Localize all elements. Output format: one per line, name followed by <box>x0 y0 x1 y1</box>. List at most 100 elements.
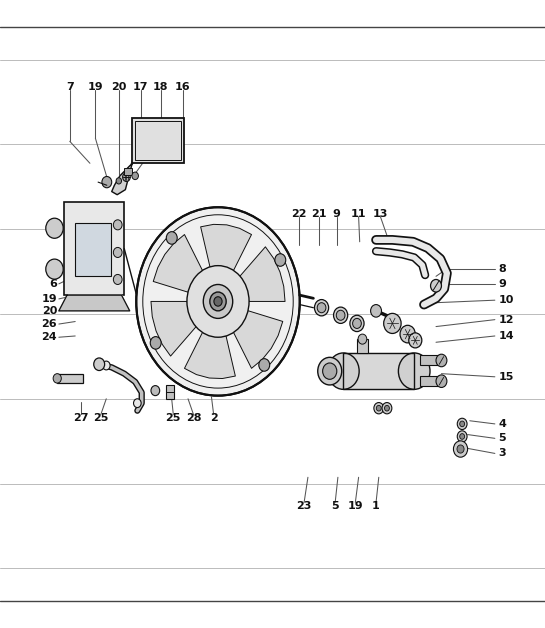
Circle shape <box>457 431 467 442</box>
Polygon shape <box>59 295 130 311</box>
Text: 14: 14 <box>499 331 514 341</box>
Circle shape <box>259 359 270 371</box>
Circle shape <box>358 334 367 344</box>
Bar <box>166 385 174 399</box>
Circle shape <box>323 363 337 379</box>
Text: 28: 28 <box>186 413 201 423</box>
Circle shape <box>350 315 364 332</box>
Polygon shape <box>240 247 285 301</box>
Text: 9: 9 <box>333 208 341 219</box>
Circle shape <box>94 358 105 371</box>
Circle shape <box>53 374 61 383</box>
Circle shape <box>353 318 361 328</box>
Circle shape <box>102 176 112 188</box>
Circle shape <box>409 333 422 348</box>
Circle shape <box>431 279 441 292</box>
Circle shape <box>113 220 122 230</box>
Circle shape <box>384 313 401 333</box>
Circle shape <box>436 354 447 367</box>
Circle shape <box>371 305 382 317</box>
Bar <box>343 353 414 389</box>
Polygon shape <box>151 301 196 356</box>
Bar <box>75 223 111 276</box>
Circle shape <box>102 361 110 370</box>
Text: 7: 7 <box>66 82 74 92</box>
Circle shape <box>328 353 359 389</box>
Circle shape <box>460 421 464 427</box>
Text: 26: 26 <box>41 319 57 329</box>
Circle shape <box>134 399 141 408</box>
Circle shape <box>187 266 249 337</box>
Text: 15: 15 <box>499 372 514 382</box>
Text: 27: 27 <box>73 413 88 423</box>
Text: 21: 21 <box>311 208 326 219</box>
Circle shape <box>113 274 122 284</box>
Bar <box>135 121 181 160</box>
Circle shape <box>400 325 415 343</box>
Circle shape <box>166 232 177 244</box>
Text: 3: 3 <box>499 448 506 458</box>
Text: 10: 10 <box>499 295 514 305</box>
Circle shape <box>113 247 122 257</box>
Text: 13: 13 <box>373 208 388 219</box>
Text: 8: 8 <box>499 264 506 274</box>
Text: 6: 6 <box>50 279 57 289</box>
Circle shape <box>336 310 345 320</box>
Circle shape <box>123 173 130 181</box>
Text: 11: 11 <box>351 208 366 219</box>
Text: 16: 16 <box>175 82 190 92</box>
Text: 1: 1 <box>372 501 380 511</box>
Text: 19: 19 <box>88 82 103 92</box>
Text: 24: 24 <box>41 332 57 342</box>
Polygon shape <box>234 311 283 369</box>
Polygon shape <box>343 353 414 389</box>
Circle shape <box>46 218 63 238</box>
Text: 25: 25 <box>166 413 181 423</box>
Polygon shape <box>153 234 203 292</box>
Text: 19: 19 <box>348 501 363 511</box>
Text: 25: 25 <box>93 413 108 423</box>
Circle shape <box>116 178 122 184</box>
Circle shape <box>136 207 300 396</box>
Circle shape <box>376 406 381 411</box>
Bar <box>420 376 441 386</box>
Circle shape <box>398 353 430 389</box>
Circle shape <box>203 284 233 318</box>
Text: 4: 4 <box>499 419 506 429</box>
Circle shape <box>374 403 384 414</box>
Circle shape <box>460 433 464 440</box>
Text: 20: 20 <box>111 82 126 92</box>
Circle shape <box>150 337 161 349</box>
Text: 18: 18 <box>153 82 168 92</box>
Circle shape <box>318 357 342 385</box>
Circle shape <box>210 292 226 311</box>
Polygon shape <box>184 332 235 379</box>
Bar <box>57 374 83 383</box>
Bar <box>132 118 184 163</box>
Bar <box>64 202 124 295</box>
Circle shape <box>151 386 160 396</box>
Text: 5: 5 <box>331 501 339 511</box>
Bar <box>420 355 441 365</box>
Circle shape <box>382 403 392 414</box>
Circle shape <box>46 259 63 279</box>
Text: 20: 20 <box>42 306 57 316</box>
Circle shape <box>436 375 447 387</box>
Circle shape <box>457 418 467 430</box>
Text: 12: 12 <box>499 315 514 325</box>
Text: 19: 19 <box>41 294 57 304</box>
Circle shape <box>132 172 138 180</box>
Circle shape <box>457 445 464 453</box>
Bar <box>357 339 368 353</box>
Circle shape <box>453 441 468 457</box>
Circle shape <box>317 303 326 313</box>
Text: 17: 17 <box>133 82 148 92</box>
Bar <box>124 168 132 175</box>
Text: 9: 9 <box>499 279 506 289</box>
Polygon shape <box>112 163 132 195</box>
Circle shape <box>385 406 389 411</box>
Circle shape <box>275 254 286 266</box>
Text: 22: 22 <box>291 208 306 219</box>
Text: 5: 5 <box>499 433 506 443</box>
Text: 23: 23 <box>296 501 312 511</box>
